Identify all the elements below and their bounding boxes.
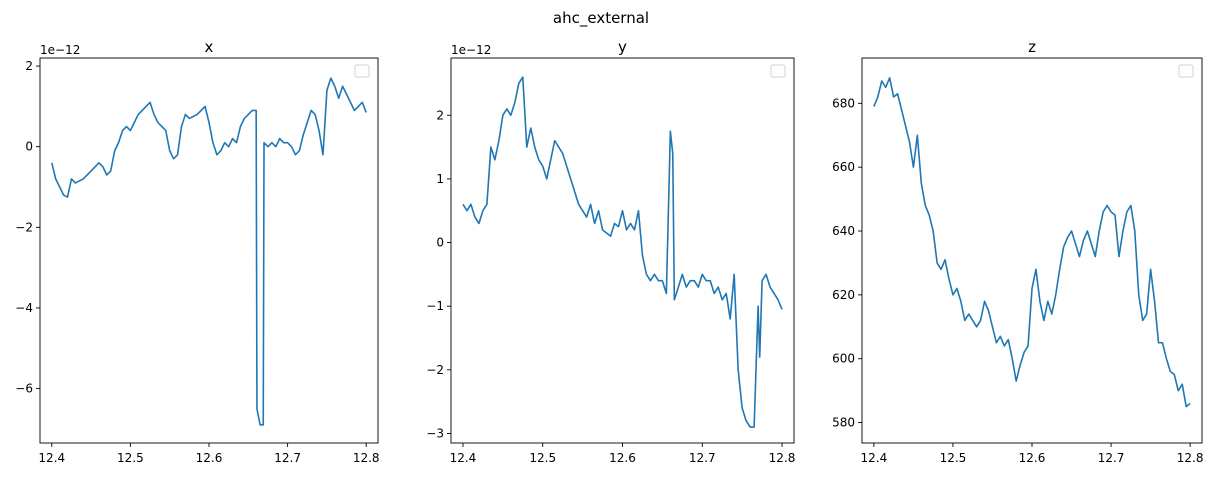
- axes-frame-x: [39, 57, 379, 444]
- axes-frame-z: [861, 57, 1203, 444]
- x-tick-label-x: 12.4: [38, 451, 65, 465]
- y-tick-label-y: 0: [436, 236, 444, 250]
- x-tick-label-z: 12.4: [861, 451, 888, 465]
- series-line-z: [873, 76, 1191, 408]
- x-tick-label-y: 12.8: [769, 451, 796, 465]
- x-tick-label-z: 12.6: [1019, 451, 1046, 465]
- subplot-x: x 12.4 12.5 12.6 12.7 12.8 −6 −4 −2 0 2 1e−12: [15, 38, 379, 465]
- series-line-x: [51, 77, 367, 426]
- x-tick-label-z: 12.5: [940, 451, 967, 465]
- y-tick-label-x: 0: [25, 140, 33, 154]
- x-tick-label-x: 12.6: [196, 451, 223, 465]
- x-tick-label-x: 12.8: [353, 451, 380, 465]
- y-tick-label-z: 600: [832, 352, 855, 366]
- y-tick-label-x: −6: [15, 382, 33, 396]
- legend-box-x: [354, 64, 370, 78]
- x-tick-label-y: 12.7: [689, 451, 716, 465]
- y-tick-label-y: −2: [426, 363, 444, 377]
- subplot-title-z: z: [1028, 38, 1036, 56]
- y-tick-label-y: 1: [436, 172, 444, 186]
- series-line-y: [462, 76, 783, 428]
- subplot-y: y 12.4 12.5 12.6 12.7 12.8 −3 −2 −1 0 1 2 1e−12: [426, 38, 795, 465]
- legend-box-y: [770, 64, 786, 78]
- y-tick-label-y: −3: [426, 426, 444, 440]
- y-tick-label-z: 660: [832, 160, 855, 174]
- x-tick-label-y: 12.6: [609, 451, 636, 465]
- x-tick-label-z: 12.7: [1098, 451, 1125, 465]
- y-offset-text-y: 1e−12: [451, 43, 491, 57]
- y-tick-label-z: 640: [832, 224, 855, 238]
- y-tick-label-y: 2: [436, 108, 444, 122]
- figure-suptitle: ahc_external: [553, 9, 649, 28]
- subplot-z: z 12.4 12.5 12.6 12.7 12.8 580 600 620 640 660 680: [832, 38, 1203, 465]
- y-tick-label-z: 580: [832, 416, 855, 430]
- y-offset-text-x: 1e−12: [40, 43, 80, 57]
- subplot-title-x: x: [205, 38, 214, 56]
- y-tick-label-z: 680: [832, 96, 855, 110]
- y-tick-label-x: 2: [25, 59, 33, 73]
- x-tick-label-x: 12.5: [117, 451, 144, 465]
- y-tick-label-x: −2: [15, 220, 33, 234]
- y-tick-label-z: 620: [832, 288, 855, 302]
- legend-box-z: [1178, 64, 1194, 78]
- x-tick-label-y: 12.4: [450, 451, 477, 465]
- x-tick-label-z: 12.8: [1177, 451, 1204, 465]
- x-tick-label-y: 12.5: [529, 451, 556, 465]
- y-tick-label-x: −4: [15, 301, 33, 315]
- x-tick-label-x: 12.7: [274, 451, 301, 465]
- subplot-title-y: y: [618, 38, 627, 56]
- y-tick-label-y: −1: [426, 299, 444, 313]
